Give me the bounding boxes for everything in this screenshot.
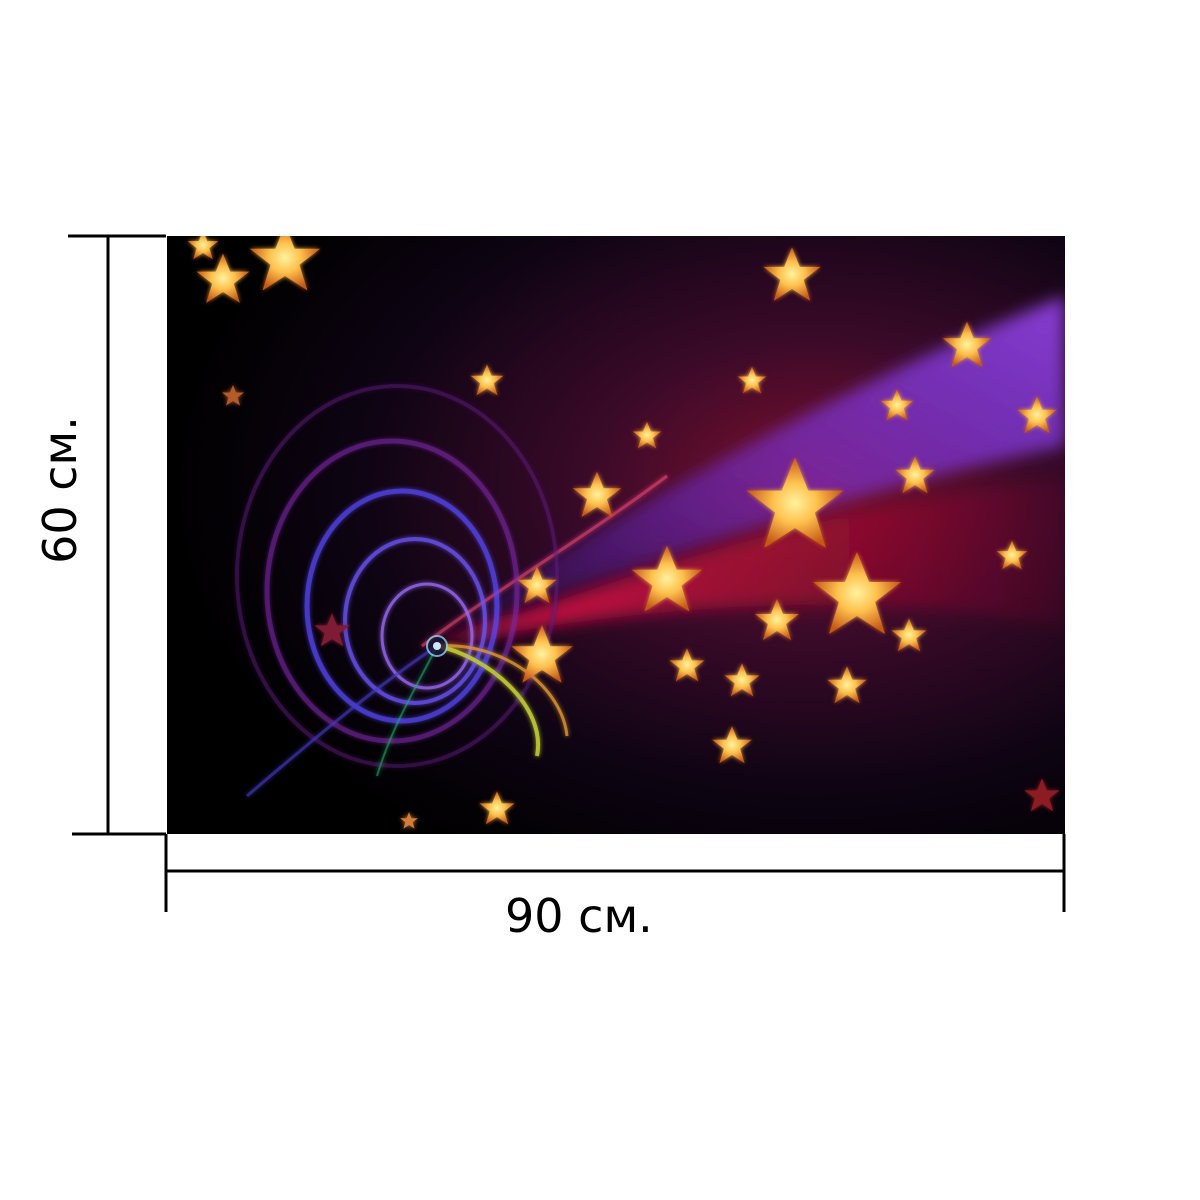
star-field [187, 236, 1060, 829]
width-dimension-label: 90 см. [505, 889, 653, 943]
height-dimension-label: 60 см. [33, 416, 87, 564]
product-artwork [167, 236, 1065, 834]
